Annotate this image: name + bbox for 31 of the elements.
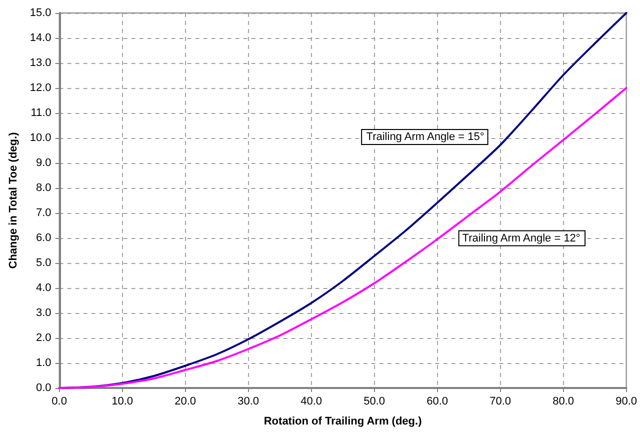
y-tick-label: 15.0 <box>30 7 52 19</box>
x-tick-label: 70.0 <box>490 396 512 408</box>
x-tick-label: 10.0 <box>112 396 134 408</box>
line-series <box>58 12 628 389</box>
x-tick-label: 80.0 <box>552 396 574 408</box>
y-tick-label: 10.0 <box>30 132 52 144</box>
y-tick-label: 6.0 <box>36 232 52 244</box>
y-tick-label: 7.0 <box>36 207 52 219</box>
y-tick-label: 4.0 <box>36 282 52 294</box>
y-tick-label: 14.0 <box>30 32 52 44</box>
x-tick-label: 50.0 <box>364 396 386 408</box>
x-tick-label: 60.0 <box>426 396 448 408</box>
x-tick-label: 20.0 <box>174 396 196 408</box>
y-tick-label: 13.0 <box>30 57 52 69</box>
x-axis-title: Rotation of Trailing Arm (deg.) <box>264 416 422 428</box>
y-tick-label: 3.0 <box>36 307 52 319</box>
y-tick-label: 11.0 <box>30 107 52 119</box>
y-tick-label: 9.0 <box>36 157 52 169</box>
x-tick-label: 30.0 <box>238 396 260 408</box>
x-tick-label: 0.0 <box>52 396 67 408</box>
y-tick-label: 12.0 <box>30 82 52 94</box>
y-tick-label: 5.0 <box>36 257 52 269</box>
series-label: Trailing Arm Angle = 12° <box>462 232 580 244</box>
y-axis-title: Change in Total Toe (deg.) <box>8 132 20 269</box>
y-tick-label: 1.0 <box>36 357 52 369</box>
x-tick-label: 40.0 <box>300 396 322 408</box>
series-label: Trailing Arm Angle = 15° <box>366 131 484 143</box>
y-tick-label: 8.0 <box>36 182 52 194</box>
y-tick-label: 0.0 <box>36 382 52 394</box>
x-tick-label: 90.0 <box>616 396 638 408</box>
y-tick-label: 2.0 <box>36 332 52 344</box>
